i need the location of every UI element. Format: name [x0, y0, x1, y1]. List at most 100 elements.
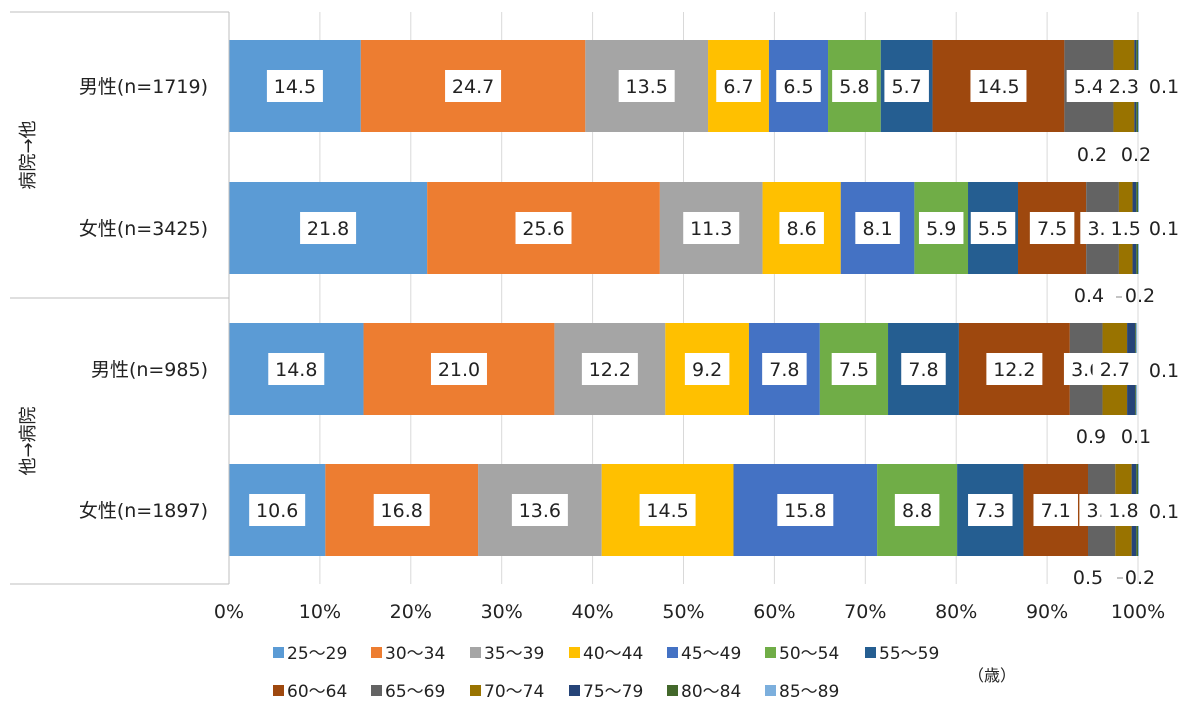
unit-label: （歳） [968, 666, 1016, 685]
value-label: 0.2 [1121, 144, 1151, 166]
value-label: 5.9 [926, 218, 956, 240]
value-label-box [894, 494, 940, 526]
value-label: 14.5 [646, 500, 688, 522]
value-label-box [581, 353, 638, 385]
legend: 25～29 30～34 35～39 40～44 45～49 50～54 55～59 60～64… [273, 644, 939, 702]
value-label-box [970, 70, 1027, 102]
legend-swatch [865, 647, 876, 658]
value-label: 6.7 [723, 76, 753, 98]
value-label: 7.5 [839, 359, 869, 381]
value-label: 5.4 [1074, 76, 1104, 98]
value-label-box [716, 70, 761, 102]
x-tick-label: 60% [753, 601, 795, 623]
category-label: 男性(n=985) [91, 359, 208, 381]
x-tick-label: 0% [214, 601, 244, 623]
category-label: 女性(n=1897) [79, 500, 208, 522]
value-label-box [762, 353, 807, 385]
value-label: 21.8 [307, 218, 349, 240]
value-label-box [1101, 70, 1147, 102]
category-axis: 男性(n=1719) 女性(n=3425) 男性(n=985) 女性(n=1897) 病… [10, 11, 230, 585]
legend-swatch [765, 647, 776, 658]
category-label: 男性(n=1719) [79, 76, 208, 98]
x-tick-label: 90% [1026, 601, 1068, 623]
legend-swatch [470, 647, 481, 658]
value-label-box [831, 353, 877, 385]
value-label: 15.8 [784, 500, 826, 522]
value-label: 0.9 [1076, 426, 1106, 448]
group-label: 他→病院 [18, 406, 39, 475]
value-label-box [1103, 212, 1148, 244]
legend-label: 65～69 [385, 682, 445, 702]
x-tick-label: 10% [299, 601, 341, 623]
value-label: 8.8 [902, 500, 932, 522]
value-label: 14.5 [977, 76, 1019, 98]
legend-swatch [470, 685, 481, 696]
legend-swatch [273, 685, 284, 696]
x-tick-label: 80% [935, 601, 977, 623]
legend-swatch [667, 647, 678, 658]
value-label: 14.8 [275, 359, 317, 381]
value-label: 7.8 [908, 359, 938, 381]
value-label: 14.5 [274, 76, 316, 98]
legend-label: 40～44 [583, 644, 643, 664]
value-label-box [618, 70, 675, 102]
value-label: 7.1 [1041, 500, 1071, 522]
group-label: 病院→他 [18, 120, 39, 189]
value-label-box [776, 70, 821, 102]
value-label: 5.5 [978, 218, 1008, 240]
value-label-box [855, 212, 900, 244]
x-tick-label: 30% [481, 601, 523, 623]
value-label-box [1092, 353, 1138, 385]
value-label: 7.5 [1037, 218, 1067, 240]
x-tick-label: 70% [844, 601, 886, 623]
value-label: 9.2 [692, 359, 722, 381]
value-label: 0.2 [1125, 567, 1155, 589]
legend-swatch [765, 685, 776, 696]
value-label-box [268, 353, 325, 385]
value-label: 5.8 [839, 76, 869, 98]
x-tick-label: 100% [1111, 601, 1165, 623]
value-label-box [1029, 212, 1075, 244]
value-label-box [511, 494, 568, 526]
value-label: 16.8 [381, 500, 423, 522]
value-label: 5.7 [892, 76, 922, 98]
value-label: 13.6 [519, 500, 561, 522]
legend-label: 50～54 [779, 644, 839, 664]
value-label: 12.2 [993, 359, 1035, 381]
value-label: 1.5 [1111, 218, 1141, 240]
value-label-box [777, 494, 834, 526]
legend-swatch [371, 685, 382, 696]
value-label-box [901, 353, 946, 385]
category-label: 女性(n=3425) [79, 218, 208, 240]
value-label: 2.7 [1100, 359, 1130, 381]
legend-label: 35～39 [484, 644, 544, 664]
x-tick-label: 20% [390, 601, 432, 623]
value-label-box [683, 212, 740, 244]
value-label: 25.6 [522, 218, 564, 240]
value-label-box [430, 353, 487, 385]
value-label-box [832, 70, 877, 102]
value-label: 0.1 [1149, 76, 1179, 98]
value-label-box [779, 212, 824, 244]
legend-swatch [667, 685, 678, 696]
value-label: 7.8 [769, 359, 799, 381]
value-label-box [986, 353, 1043, 385]
value-label: 2.3 [1109, 76, 1139, 98]
value-label: 0.1 [1149, 218, 1179, 240]
value-label-box [639, 494, 696, 526]
value-label-box [1101, 494, 1146, 526]
legend-label: 60～64 [287, 682, 347, 702]
value-label: 8.1 [862, 218, 892, 240]
value-label-box [970, 212, 1016, 244]
value-label-box [884, 70, 929, 102]
value-label: 24.7 [452, 76, 494, 98]
x-tick-label: 50% [662, 601, 704, 623]
value-labels: 14.5 24.7 13.5 6.7 6.5 5.8 5.7 14.5 5.4 2.3 0.2 0.2… [249, 70, 1179, 589]
legend-label: 45～49 [681, 644, 741, 664]
value-label-box [373, 494, 430, 526]
legend-swatch [273, 647, 284, 658]
value-label-box [445, 70, 502, 102]
value-label: 10.6 [256, 500, 298, 522]
legend-label: 25～29 [287, 644, 347, 664]
